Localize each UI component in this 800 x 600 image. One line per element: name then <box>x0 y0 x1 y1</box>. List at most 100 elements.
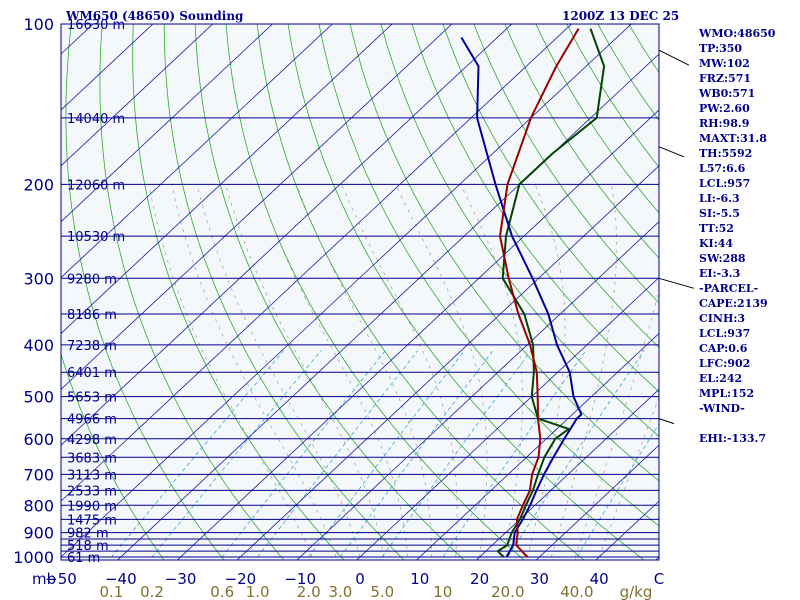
indices-panel: WMO:48650 TP:350 MW:102 FRZ:571 WB0:571 PW:2.… <box>699 26 799 446</box>
height-label: 3113 m <box>67 468 117 483</box>
isotherm <box>61 24 154 111</box>
mixing-ratio-label: 3.0 <box>328 583 352 600</box>
pressure-label: 500 <box>23 388 54 407</box>
chart-title: WM650 (48650) Sounding <box>66 9 244 23</box>
dry-adiabat <box>411 24 659 393</box>
temp-tick-label: 40 <box>590 570 609 588</box>
index-item: TH:5592 <box>699 147 753 160</box>
index-item: PW:2.60 <box>699 102 750 115</box>
dry-adiabat <box>65 24 225 560</box>
isotherm <box>176 109 659 560</box>
mixing-ratio-line <box>440 350 587 560</box>
index-item: FRZ:571 <box>699 72 752 85</box>
temp-tick-label: 10 <box>410 570 429 588</box>
height-label: 10530 m <box>67 230 125 245</box>
isotherm <box>61 24 274 223</box>
height-label: 518 m <box>67 539 109 554</box>
mixing-ratio-line <box>219 350 386 560</box>
isotherm <box>236 165 659 560</box>
mixing-ratio-line <box>305 350 465 560</box>
index-item: -WIND- <box>699 402 745 415</box>
wind-barb <box>658 49 690 66</box>
height-label: 8186 m <box>67 308 117 323</box>
mixing-ratio-line <box>574 423 659 560</box>
index-item: EI:-3.3 <box>699 267 741 280</box>
mixing-ratio-line <box>337 350 494 560</box>
mixing-ratio-line <box>149 350 322 560</box>
dry-adiabat <box>504 24 659 259</box>
mixing-ratio-label: 0.1 <box>99 583 123 600</box>
isotherm <box>356 277 659 560</box>
index-item <box>699 416 799 431</box>
index-item: MAXT:31.8 <box>699 132 767 145</box>
wind-barb <box>658 418 675 425</box>
moist-adiabat <box>225 184 385 558</box>
isotherm <box>61 24 453 390</box>
dry-adiabat <box>225 24 525 560</box>
index-item: LCL:957 <box>699 177 751 190</box>
height-label: 4966 m <box>67 413 117 428</box>
dry-adiabat <box>349 24 659 482</box>
isotherm <box>61 24 632 558</box>
dry-adiabat <box>473 24 659 304</box>
mixing-ratio-line <box>108 350 285 560</box>
height-label: 3683 m <box>67 451 117 466</box>
temp-tick-label: −30 <box>165 570 197 588</box>
index-item: SW:288 <box>699 252 746 265</box>
index-item: -PARCEL- <box>699 282 759 295</box>
moist-adiabat <box>395 184 488 558</box>
temp-tick-label: C <box>654 570 664 588</box>
dry-adiabat <box>163 24 405 560</box>
pressure-label: 100 <box>23 15 54 34</box>
temp-tick-label: −20 <box>225 570 257 588</box>
pressure-label: 700 <box>23 465 54 484</box>
index-item: LFC:902 <box>699 357 751 370</box>
chart-time: 1200Z 13 DEC 25 <box>562 9 680 23</box>
dry-adiabat <box>194 24 465 560</box>
mixing-ratio-label: 5.0 <box>370 583 394 600</box>
index-item: KI:44 <box>699 237 734 250</box>
index-item: CAP:0.6 <box>699 342 748 355</box>
height-label: 4298 m <box>67 433 117 448</box>
dry-adiabat <box>132 24 345 560</box>
mixing-ratio-line <box>379 350 532 560</box>
index-item: CAPE:2139 <box>699 297 768 310</box>
plot-background <box>61 24 659 560</box>
mixing-ratio-label: 1.0 <box>246 583 270 600</box>
mixing-ratio-label: 0.2 <box>140 583 164 600</box>
pressure-label: 800 <box>23 496 54 515</box>
isotherm <box>0 12 46 568</box>
height-label: 2533 m <box>67 484 117 499</box>
dewpoint-line <box>460 36 583 558</box>
wind-barb <box>658 146 685 158</box>
isotherm <box>117 53 659 560</box>
temp-tick-label: −10 <box>284 570 316 588</box>
height-label: 6401 m <box>67 366 117 381</box>
index-item: L57:6.6 <box>699 162 746 175</box>
index-item: TT:52 <box>699 222 734 235</box>
isotherm <box>61 24 393 334</box>
parcel-line <box>499 28 580 558</box>
mixing-ratio-label: 10 <box>433 583 452 600</box>
height-label: 7238 m <box>67 339 117 354</box>
y-axis-label: mb <box>32 570 56 588</box>
temp-tick-label: −50 <box>45 570 77 588</box>
height-label: 14040 m <box>67 112 125 127</box>
mixing-ratio-label: 2.0 <box>297 583 321 600</box>
pressure-label: 300 <box>23 269 54 288</box>
pressure-label: 1000 <box>13 548 54 567</box>
temp-tick-label: 30 <box>530 570 549 588</box>
height-label: 61 m <box>67 551 100 566</box>
index-item: MW:102 <box>699 57 750 70</box>
pressure-label: 600 <box>23 430 54 449</box>
mixing-ratio-label: 20.0 <box>491 583 524 600</box>
mixing-ratio-line <box>254 350 419 560</box>
index-item: LI:-6.3 <box>699 192 740 205</box>
height-label: 5653 m <box>67 391 117 406</box>
height-label: 9280 m <box>67 272 117 287</box>
dry-adiabat <box>380 24 659 437</box>
pressure-label: 200 <box>23 175 54 194</box>
isotherm <box>475 388 659 560</box>
dry-adiabat <box>318 24 659 527</box>
